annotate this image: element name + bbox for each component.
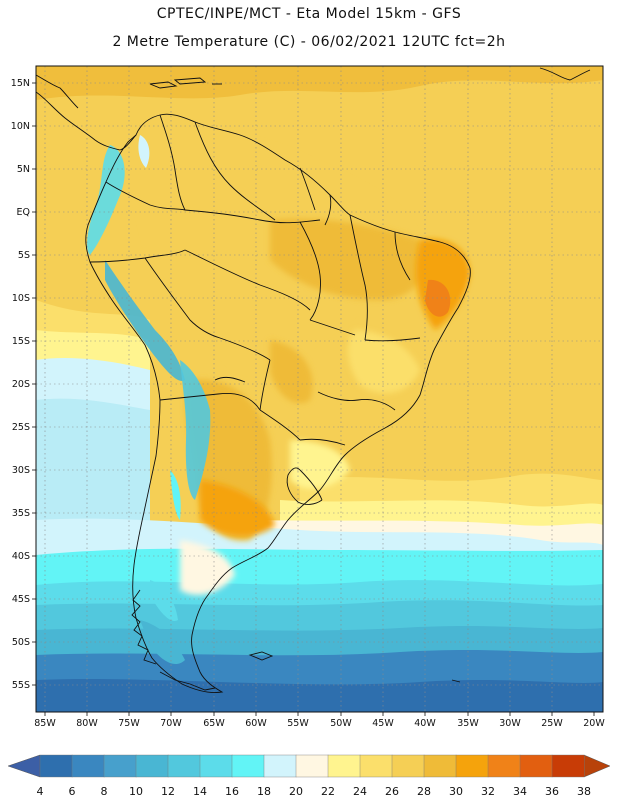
colorbar-swatch	[519, 754, 553, 778]
colorbar-swatch	[135, 754, 169, 778]
lat-label: 35S	[12, 508, 30, 519]
lat-label: 20S	[12, 379, 30, 390]
temperature-field	[36, 66, 603, 712]
colorbar-left-arrow	[7, 754, 41, 778]
colorbar-swatches	[39, 754, 585, 778]
colorbar-swatch	[359, 754, 393, 778]
colorbar-swatch	[71, 754, 105, 778]
latitude-labels: 15N 10N 5N EQ 5S 10S 15S 20S 25S 30S 35S…	[11, 78, 30, 691]
lat-label: 30S	[12, 465, 30, 476]
lat-label: 10S	[12, 293, 30, 304]
colorbar-label: 16	[225, 785, 239, 798]
lat-label: 15N	[11, 78, 30, 89]
graticule	[36, 66, 603, 712]
lon-label: 60W	[245, 718, 267, 729]
lon-label: 35W	[457, 718, 479, 729]
colorbar-swatch	[455, 754, 489, 778]
lat-label: 45S	[12, 594, 30, 605]
lon-label: 85W	[34, 718, 56, 729]
colorbar-label: 8	[101, 785, 108, 798]
lat-label: 10N	[11, 121, 30, 132]
lon-label: 75W	[118, 718, 140, 729]
lat-label: 25S	[12, 422, 30, 433]
colorbar-swatch	[167, 754, 201, 778]
lon-label: 45W	[372, 718, 394, 729]
colorbar-label: 6	[69, 785, 76, 798]
colorbar-label: 18	[257, 785, 271, 798]
colorbar-swatch	[487, 754, 521, 778]
colorbar-labels: 4 6 8 10 12 14 16 18 20 22 24 26 28 30 32 34 36 38	[37, 785, 592, 798]
lon-label: 80W	[76, 718, 98, 729]
colorbar-label: 36	[545, 785, 559, 798]
colorbar-label: 14	[193, 785, 207, 798]
colorbar-swatch	[391, 754, 425, 778]
map-title-line1: CPTEC/INPE/MCT - Eta Model 15km - GFS	[156, 6, 462, 22]
lat-label: 40S	[12, 551, 30, 562]
colorbar: 4 6 8 10 12 14 16 18 20 22 24 26 28 30 32 34 36 38	[7, 754, 611, 798]
lat-label: 55S	[12, 680, 30, 691]
colorbar-label: 24	[353, 785, 367, 798]
coastlines-and-borders	[36, 67, 591, 693]
colorbar-swatch	[551, 754, 585, 778]
colorbar-label: 4	[37, 785, 44, 798]
colorbar-swatch	[327, 754, 361, 778]
colorbar-label: 20	[289, 785, 303, 798]
colorbar-swatch	[423, 754, 457, 778]
lat-label: 5S	[18, 250, 30, 261]
lon-label: 30W	[499, 718, 521, 729]
colorbar-swatch	[103, 754, 137, 778]
lat-label: 50S	[12, 637, 30, 648]
colorbar-swatch	[263, 754, 297, 778]
lon-label: 50W	[330, 718, 352, 729]
lon-label: 55W	[287, 718, 309, 729]
lat-label: 15S	[12, 336, 30, 347]
lon-label: 40W	[414, 718, 436, 729]
colorbar-label: 34	[513, 785, 527, 798]
colorbar-label: 30	[449, 785, 463, 798]
lon-label: 70W	[160, 718, 182, 729]
map-title-line2: 2 Metre Temperature (C) - 06/02/2021 12U…	[112, 34, 506, 50]
lon-label: 65W	[203, 718, 225, 729]
colorbar-label: 10	[129, 785, 143, 798]
colorbar-label: 12	[161, 785, 175, 798]
colorbar-swatch	[199, 754, 233, 778]
colorbar-swatch	[39, 754, 73, 778]
lat-label: 5N	[17, 164, 30, 175]
colorbar-label: 38	[577, 785, 591, 798]
colorbar-right-arrow	[583, 754, 611, 778]
colorbar-label: 22	[321, 785, 335, 798]
axis-ticks	[32, 82, 595, 716]
colorbar-label: 28	[417, 785, 431, 798]
lat-label: EQ	[17, 207, 30, 218]
colorbar-swatch	[295, 754, 329, 778]
lon-label: 25W	[541, 718, 563, 729]
colorbar-label: 26	[385, 785, 399, 798]
colorbar-swatch	[231, 754, 265, 778]
longitude-labels: 85W 80W 75W 70W 65W 60W 55W 50W 45W 40W …	[34, 718, 605, 729]
colorbar-label: 32	[481, 785, 495, 798]
map-frame	[35, 65, 604, 713]
lon-label: 20W	[583, 718, 605, 729]
